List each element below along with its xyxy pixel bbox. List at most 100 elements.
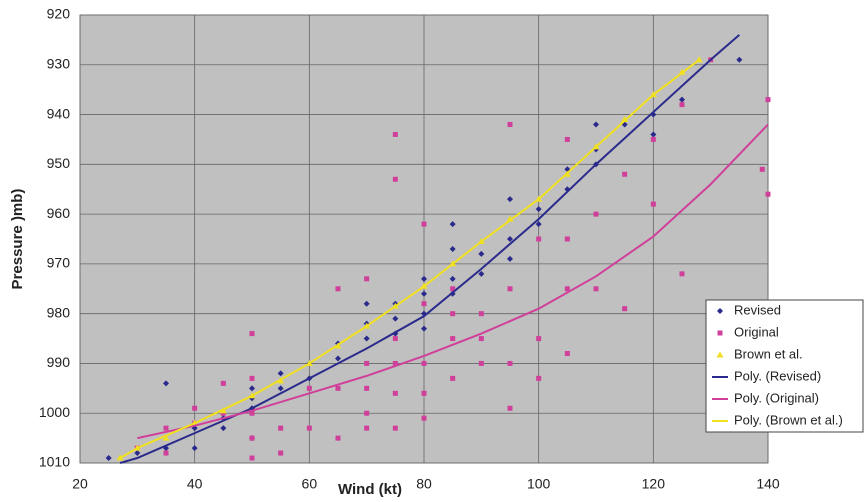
point <box>536 336 542 342</box>
point <box>535 221 542 228</box>
x-tick-label: 60 <box>302 476 318 492</box>
point <box>450 336 456 342</box>
point <box>622 171 628 177</box>
point <box>759 166 765 172</box>
point <box>449 221 456 228</box>
point <box>249 331 255 337</box>
point <box>507 122 513 128</box>
x-tick-label: 80 <box>416 476 432 492</box>
point <box>449 275 456 282</box>
y-tick-label: 1000 <box>39 404 70 420</box>
point <box>507 255 513 262</box>
point <box>536 375 542 381</box>
point <box>392 315 399 322</box>
point <box>249 410 255 416</box>
point <box>449 245 456 252</box>
point <box>335 385 341 391</box>
point <box>679 96 685 103</box>
point <box>335 435 341 441</box>
trend-line <box>119 34 740 464</box>
point <box>392 336 398 342</box>
legend-swatch <box>716 351 724 358</box>
point <box>392 390 398 396</box>
point <box>507 286 513 292</box>
point <box>593 121 599 128</box>
trend-line <box>119 59 700 459</box>
y-tick-label: 930 <box>47 55 71 71</box>
legend-label: Original <box>734 324 779 339</box>
point <box>478 360 484 366</box>
legend-label: Poly. (Revised) <box>734 368 821 383</box>
y-tick-label: 940 <box>47 105 71 121</box>
point <box>507 360 513 366</box>
point <box>392 425 398 431</box>
point <box>478 250 485 257</box>
y-tick-label: 970 <box>47 255 71 271</box>
legend-label: Revised <box>734 302 781 317</box>
y-tick-label: 920 <box>47 6 71 22</box>
point <box>392 360 398 366</box>
point <box>364 425 370 431</box>
point <box>278 425 284 431</box>
point <box>478 270 485 277</box>
point <box>564 136 570 142</box>
point <box>192 405 198 411</box>
point <box>364 410 370 416</box>
point <box>421 275 427 282</box>
point <box>421 390 427 396</box>
y-tick-label: 980 <box>47 304 71 320</box>
point <box>249 455 255 461</box>
point <box>507 196 513 203</box>
point <box>679 102 685 108</box>
point <box>535 206 542 213</box>
point <box>536 236 542 242</box>
point <box>650 136 656 142</box>
point <box>191 445 198 452</box>
point <box>277 385 284 392</box>
point <box>650 201 656 207</box>
point <box>736 56 743 63</box>
legend-label: Poly. (Brown et al.) <box>734 412 843 427</box>
x-tick-label: 120 <box>642 476 666 492</box>
point <box>364 276 370 282</box>
point <box>478 311 484 317</box>
point <box>363 300 370 307</box>
point <box>364 360 370 366</box>
point <box>421 290 427 297</box>
y-tick-label: 960 <box>47 205 71 221</box>
point <box>392 176 398 182</box>
series-layer <box>105 34 771 464</box>
point <box>564 286 570 292</box>
legend-label: Brown et al. <box>734 346 803 361</box>
point <box>421 301 427 307</box>
legend-swatch <box>717 308 723 314</box>
trend-line <box>137 123 769 440</box>
point <box>249 385 255 392</box>
point <box>335 355 341 362</box>
x-tick-label: 100 <box>527 476 551 492</box>
x-tick-label: 40 <box>187 476 203 492</box>
legend-box <box>705 299 864 433</box>
point <box>564 350 570 356</box>
point <box>450 311 456 317</box>
point <box>421 360 427 366</box>
point <box>478 336 484 342</box>
point <box>765 97 771 103</box>
point <box>277 370 284 377</box>
legend-label: Poly. (Original) <box>734 390 819 405</box>
y-tick-label: 1010 <box>39 454 70 470</box>
point <box>507 236 513 242</box>
point <box>622 306 628 312</box>
point <box>650 131 657 138</box>
y-tick-label: 950 <box>47 155 71 171</box>
point <box>421 325 427 332</box>
point <box>335 286 341 292</box>
point <box>421 221 427 227</box>
point <box>220 380 226 386</box>
point <box>392 131 398 137</box>
point <box>363 335 370 342</box>
point <box>163 380 169 387</box>
point <box>765 191 771 197</box>
point <box>306 385 312 391</box>
